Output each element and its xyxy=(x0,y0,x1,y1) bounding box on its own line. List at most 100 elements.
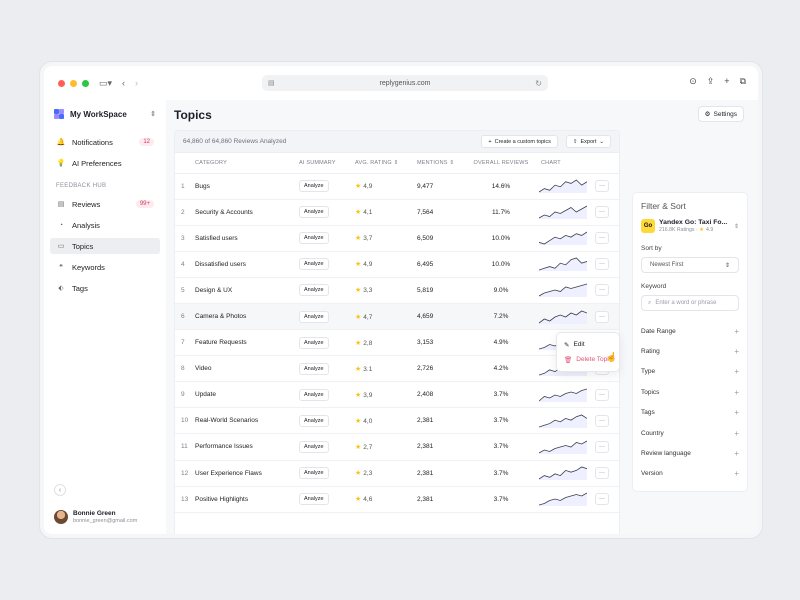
col-index xyxy=(175,153,195,174)
star-icon: ★ xyxy=(355,443,362,451)
more-options-button[interactable]: ··· xyxy=(595,284,609,297)
workspace-switcher[interactable]: My WorkSpace ⇕ xyxy=(54,104,160,124)
more-options-button[interactable]: ··· xyxy=(595,414,609,427)
col-mentions[interactable]: MENTIONS ⇕ xyxy=(417,153,471,174)
row-chart xyxy=(531,251,595,278)
analyze-button[interactable]: Analyze xyxy=(299,388,329,401)
delete-topic-menu-item[interactable]: 🗑 Delete Topic xyxy=(557,352,619,367)
analyze-button[interactable]: Analyze xyxy=(299,440,329,453)
sparkline-line xyxy=(539,492,587,506)
col-avg-rating[interactable]: AVG. RATING ⇕ xyxy=(355,153,417,174)
analyze-button[interactable]: Analyze xyxy=(299,180,329,193)
close-window-button[interactable] xyxy=(58,79,65,87)
sidebar-item-notifications[interactable]: 🔔 Notifications 12 xyxy=(50,134,160,150)
more-options-button[interactable]: ··· xyxy=(595,467,609,480)
row-mentions: 2,381 xyxy=(417,460,471,487)
collapse-sidebar-button[interactable]: ‹ xyxy=(54,484,66,496)
plus-icon: + xyxy=(734,367,739,377)
reload-icon[interactable]: ↻ xyxy=(535,78,542,88)
analyze-button[interactable]: Analyze xyxy=(299,493,329,506)
filter-section-topics[interactable]: Topics + xyxy=(641,382,739,402)
sidebar-item-topics[interactable]: ▭ Topics xyxy=(50,238,160,254)
filter-section-review-language[interactable]: Review language + xyxy=(641,443,739,463)
app-selector[interactable]: Go Yandex Go: Taxi Fo... 216.8K Ratings … xyxy=(641,219,739,233)
user-profile[interactable]: Bonnie Green bonnie_green@gmail.com xyxy=(54,510,137,524)
maximize-window-button[interactable] xyxy=(82,79,89,87)
quote-icon: ❝ xyxy=(59,264,63,271)
analyze-button[interactable]: Analyze xyxy=(299,467,329,480)
row-index: 11 xyxy=(175,433,195,461)
table-row[interactable]: 1 Bugs Analyze ★ 4,9 9,477 14.6% ··· xyxy=(175,173,619,200)
rating-value: 4,0 xyxy=(363,417,373,425)
star-icon: ★ xyxy=(355,365,362,373)
analyze-button[interactable]: Analyze xyxy=(299,284,329,297)
back-icon[interactable]: ‹ xyxy=(122,78,126,88)
minimize-window-button[interactable] xyxy=(70,79,77,87)
more-options-button[interactable]: ··· xyxy=(595,180,609,193)
plus-icon: + xyxy=(734,326,739,336)
table-row[interactable]: 13 Positive Highlights Analyze ★ 4,6 2,381 3.7… xyxy=(175,486,619,513)
keyword-input[interactable]: ⌕ Enter a word or phrase xyxy=(641,295,739,311)
analyze-button[interactable]: Analyze xyxy=(299,310,329,323)
app-logo: Go xyxy=(641,219,655,233)
more-options-button[interactable]: ··· xyxy=(595,258,609,271)
col-category[interactable]: CATEGORY xyxy=(195,153,299,174)
reviews-count: 64,860 of 64,860 Reviews Analyzed xyxy=(183,138,287,145)
table-row[interactable]: 10 Real-World Scenarios Analyze ★ 4,0 2,381 3.… xyxy=(175,407,619,435)
table-row[interactable]: 3 Satisfied users Analyze ★ 3,7 6,509 10.0% ··· xyxy=(175,225,619,252)
sort-select[interactable]: Newest First ⇕ xyxy=(641,257,739,273)
sidebar-item-analysis[interactable]: ◔ Analysis xyxy=(50,217,160,233)
table-row[interactable]: 5 Design & UX Analyze ★ 3,3 5,819 9.0% ··· xyxy=(175,277,619,304)
filter-section-rating[interactable]: Rating + xyxy=(641,341,739,361)
export-button[interactable]: ⇪ Export ⌄ xyxy=(565,135,611,148)
row-index: 12 xyxy=(175,460,195,487)
analyze-button[interactable]: Analyze xyxy=(299,258,329,271)
more-options-button[interactable]: ··· xyxy=(595,232,609,245)
row-chart xyxy=(531,486,595,513)
sidebar-item-keywords[interactable]: ❝ Keywords xyxy=(50,259,160,275)
download-icon[interactable]: ⊙ xyxy=(689,76,697,86)
filter-section-country[interactable]: Country + xyxy=(641,423,739,443)
create-topic-button[interactable]: + Create a custom topics xyxy=(481,135,558,148)
row-chart xyxy=(531,173,595,200)
more-options-button[interactable]: ··· xyxy=(595,388,609,401)
filter-section-tags[interactable]: Tags + xyxy=(641,403,739,423)
sparkline-area xyxy=(539,258,587,272)
table-row[interactable]: 12 User Experience Flaws Analyze ★ 2,3 2,381 3… xyxy=(175,460,619,487)
star-icon: ★ xyxy=(355,339,362,347)
tabs-overview-icon[interactable]: ⧉ xyxy=(739,76,746,86)
more-options-button[interactable]: ··· xyxy=(595,206,609,219)
analyze-button[interactable]: Analyze xyxy=(299,232,329,245)
filter-section-type[interactable]: Type + xyxy=(641,362,739,382)
table-row[interactable]: 9 Update Analyze ★ 3,9 2,408 3.7% ··· xyxy=(175,381,619,409)
sidebar-toggle-icon[interactable]: ▭▾ xyxy=(99,77,113,88)
more-options-button[interactable]: ··· xyxy=(595,310,609,323)
more-options-button[interactable]: ··· xyxy=(595,493,609,506)
row-avg-rating: ★ 2,7 xyxy=(355,433,417,461)
analyze-button[interactable]: Analyze xyxy=(299,206,329,219)
forward-icon[interactable]: › xyxy=(135,78,139,88)
settings-button[interactable]: ⚙ Settings xyxy=(697,106,744,122)
table-row[interactable]: 2 Security & Accounts Analyze ★ 4,1 7,564 11.7… xyxy=(175,199,619,226)
analyze-button[interactable]: Analyze xyxy=(299,414,329,427)
topics-table-card: 64,860 of 64,860 Reviews Analyzed + Crea… xyxy=(174,130,620,534)
row-overall-reviews: 9.0% xyxy=(471,277,531,304)
analyze-button[interactable]: Analyze xyxy=(299,336,329,349)
edit-menu-item[interactable]: ✎ Edit xyxy=(557,337,619,352)
sidebar-item-ai-preferences[interactable]: 💡 AI Preferences xyxy=(50,155,160,171)
sidebar-item-tags[interactable]: ⬖ Tags xyxy=(50,280,160,296)
analyze-button[interactable]: Analyze xyxy=(299,362,329,375)
sidebar-item-reviews[interactable]: ▤ Reviews 99+ xyxy=(50,196,160,212)
address-bar[interactable]: ▤ replygenius.com ↻ xyxy=(262,75,548,91)
table-row[interactable]: 6 Camera & Photos Analyze ★ 4,7 4,659 7.2% ··· xyxy=(175,303,619,331)
table-row[interactable]: 11 Performance Issues Analyze ★ 2,7 2,381 3.7%… xyxy=(175,433,619,461)
more-options-button[interactable]: ··· xyxy=(595,440,609,453)
filter-section-version[interactable]: Version + xyxy=(641,464,739,484)
share-icon[interactable]: ⇪ xyxy=(706,76,715,86)
new-tab-icon[interactable]: + xyxy=(724,76,730,86)
row-index: 5 xyxy=(175,277,195,304)
table-row[interactable]: 4 Dissatisfied users Analyze ★ 4,9 6,495 10.0%… xyxy=(175,251,619,278)
filter-section-date-range[interactable]: Date Range + xyxy=(641,321,739,341)
